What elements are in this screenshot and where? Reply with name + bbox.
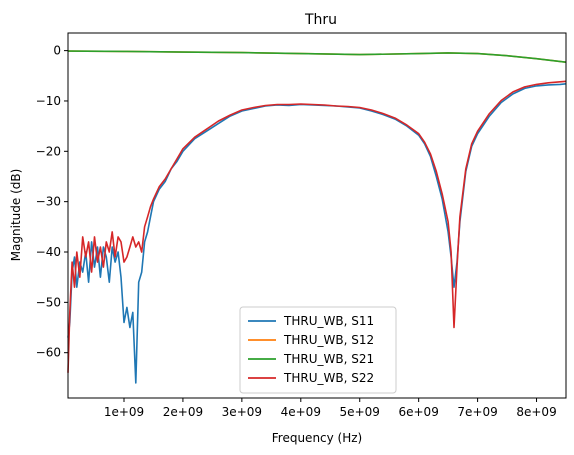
y-tick-label: −60: [36, 346, 61, 360]
y-axis: 0 −10 −20 −30 −40 −50 −60: [36, 44, 68, 360]
legend-box: [239, 306, 397, 394]
y-axis-label: Magnitude (dB): [9, 169, 23, 262]
y-tick-label: −40: [36, 245, 61, 259]
legend-label-4: THRU_WB, S22: [283, 371, 374, 385]
y-tick-label: −30: [36, 195, 61, 209]
x-axis: 1e+09 2e+09 3e+09 4e+09 5e+09 6e+09 7e+09 8e+09: [104, 398, 557, 419]
plot-border: [67, 32, 567, 399]
series-layer: [67, 50, 567, 384]
legend-label-3: THRU_WB, S21: [283, 352, 374, 366]
y-tick-label: 0: [53, 44, 61, 58]
x-tick-label: 3e+09: [222, 405, 262, 419]
legend-label-1: THRU_WB, S11: [283, 314, 374, 328]
legend-label-2: THRU_WB, S12: [283, 333, 374, 347]
x-tick-label: 1e+09: [104, 405, 144, 419]
x-tick-label: 8e+09: [516, 405, 556, 419]
chart-title: Thru: [304, 12, 337, 28]
series-line-3: [67, 50, 567, 63]
x-tick-label: 5e+09: [340, 405, 380, 419]
x-axis-label: Frequency (Hz): [272, 431, 363, 445]
x-tick-label: 4e+09: [281, 405, 321, 419]
x-tick-label: 6e+09: [398, 405, 438, 419]
x-tick-label: 2e+09: [163, 405, 203, 419]
y-tick-label: −50: [36, 295, 61, 309]
series-line-4: [67, 80, 567, 373]
y-tick-label: −10: [36, 94, 61, 108]
y-tick-label: −20: [36, 144, 61, 158]
legend: THRU_WB, S11 THRU_WB, S12 THRU_WB, S21 THRU…: [239, 306, 397, 394]
x-tick-label: 7e+09: [457, 405, 497, 419]
